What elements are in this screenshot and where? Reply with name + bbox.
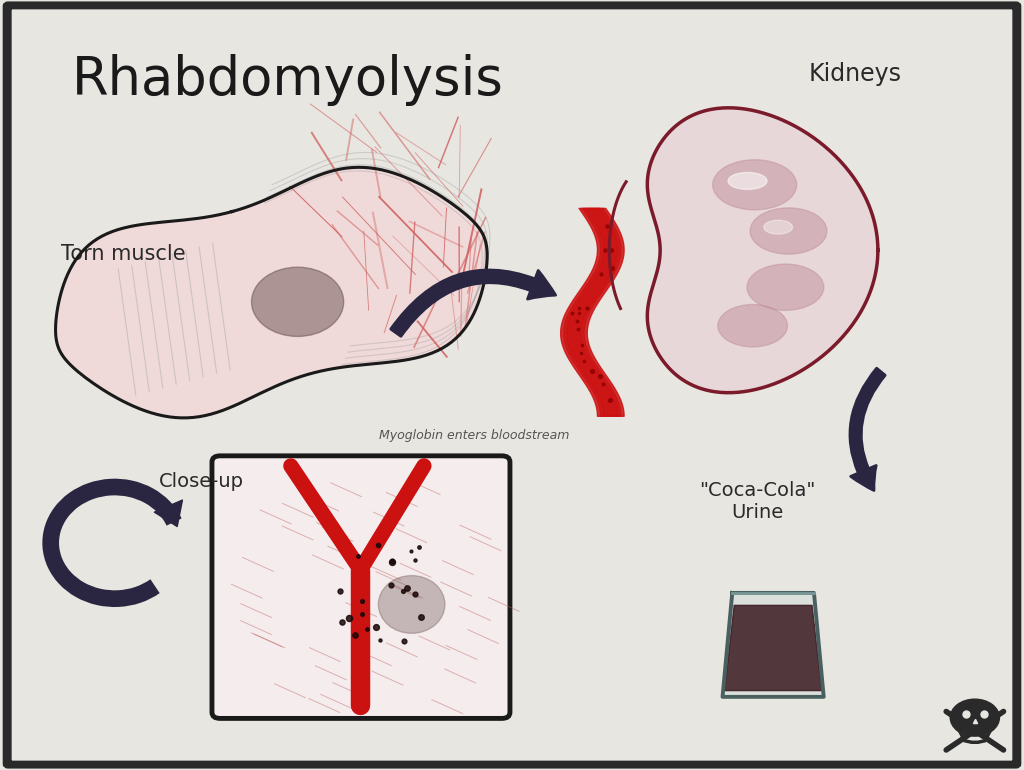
Polygon shape xyxy=(647,108,878,393)
Polygon shape xyxy=(723,593,823,697)
Text: Torn muscle: Torn muscle xyxy=(61,244,186,264)
Ellipse shape xyxy=(728,172,767,189)
Ellipse shape xyxy=(748,264,823,310)
Text: Close-up: Close-up xyxy=(159,472,244,490)
Text: "Coca-Cola"
Urine: "Coca-Cola" Urine xyxy=(699,481,816,522)
Ellipse shape xyxy=(378,576,444,633)
Ellipse shape xyxy=(750,208,827,254)
Polygon shape xyxy=(55,167,487,418)
FancyArrowPatch shape xyxy=(155,500,182,527)
FancyArrowPatch shape xyxy=(391,270,556,336)
Polygon shape xyxy=(725,605,821,691)
Circle shape xyxy=(252,267,344,336)
Ellipse shape xyxy=(718,305,787,347)
FancyBboxPatch shape xyxy=(212,456,510,718)
Text: Myoglobin enters bloodstream: Myoglobin enters bloodstream xyxy=(379,429,569,441)
Text: Kidneys: Kidneys xyxy=(809,62,902,85)
Ellipse shape xyxy=(764,220,793,234)
Text: Rhabdomyolysis: Rhabdomyolysis xyxy=(72,54,504,106)
Circle shape xyxy=(950,699,999,736)
Ellipse shape xyxy=(713,160,797,210)
FancyArrowPatch shape xyxy=(850,368,885,490)
